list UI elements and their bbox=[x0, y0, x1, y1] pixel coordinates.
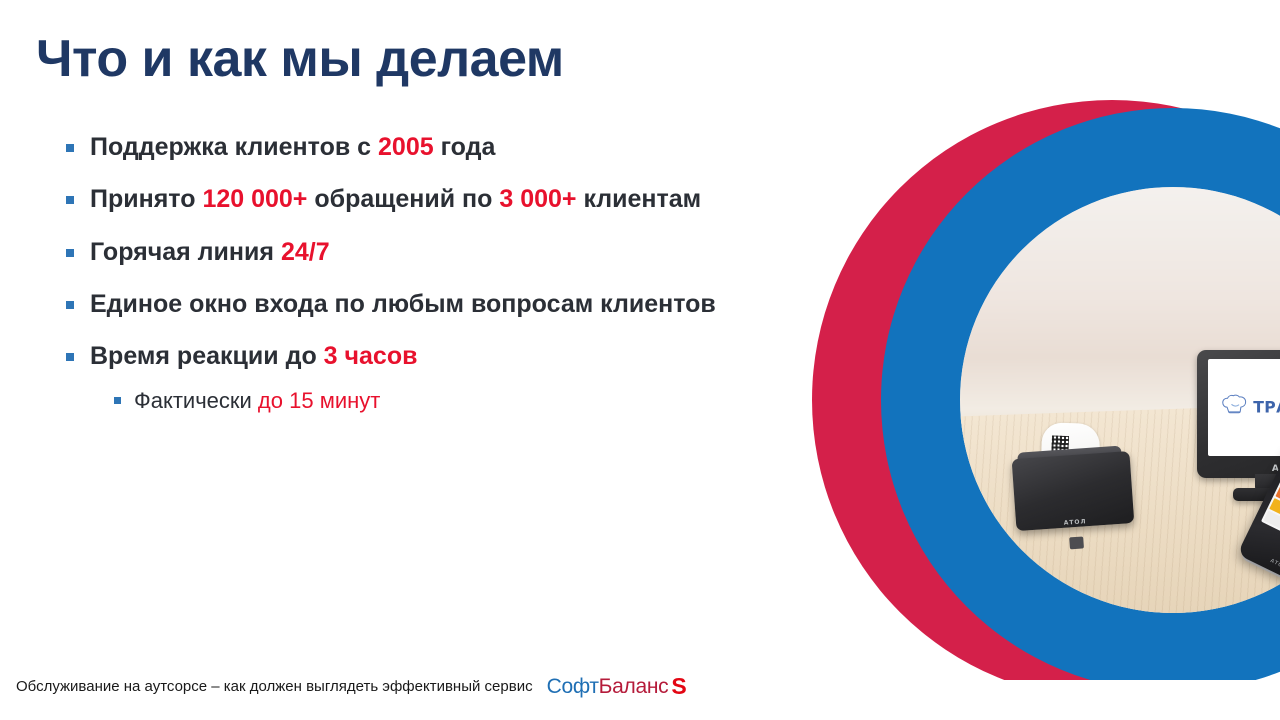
bullet-plain-text: клиентам bbox=[576, 185, 702, 214]
chef-hat-icon bbox=[1221, 394, 1246, 413]
page-title: Что и как мы делаем bbox=[36, 30, 564, 88]
pos-brand-label: АТОЛ bbox=[1271, 464, 1280, 474]
bullet-list: Поддержка клиентов с 2005 года Принято 12… bbox=[66, 132, 826, 415]
receipt-printer: АТОЛ bbox=[1009, 421, 1136, 550]
bullet-accent-text: 3 часов bbox=[323, 342, 418, 370]
bullet-item: Поддержка клиентов с 2005 года bbox=[66, 132, 826, 163]
logo-s-mark: S bbox=[671, 673, 687, 699]
bullet-item: Время реакции до 3 часов bbox=[66, 341, 826, 372]
decorative-circle-graphic: ТРАКТИРЪ® АТОЛ АТОЛ bbox=[800, 60, 1280, 680]
bullet-square-icon bbox=[66, 353, 74, 361]
bullet-accent-text: 2005 bbox=[378, 133, 434, 161]
bullet-square-icon bbox=[66, 248, 74, 257]
pos-bezel: ТРАКТИРЪ® АТОЛ bbox=[1197, 350, 1280, 478]
bullet-plain-text: Фактически bbox=[134, 388, 258, 414]
printer-latch bbox=[1069, 536, 1084, 550]
bullet-plain-text: года bbox=[433, 133, 496, 161]
bullet-plain-text: обращений по bbox=[307, 185, 500, 214]
bullet-text: Поддержка клиентов с 2005 года bbox=[90, 132, 495, 163]
pos-terminal: ТРАКТИРЪ® АТОЛ bbox=[1197, 350, 1280, 501]
bullet-plain-text: Поддержка клиентов с bbox=[90, 133, 379, 161]
bullet-item: Единое окно входа по любым вопросам клие… bbox=[66, 289, 826, 320]
bullet-accent-text: 120 000+ bbox=[202, 185, 308, 214]
logo-part-balans: Баланс bbox=[598, 674, 669, 698]
bullet-accent-text: 24/7 bbox=[280, 237, 330, 266]
sub-bullet-item: Фактически до 15 минут bbox=[114, 387, 826, 415]
bullet-text: Единое окно входа по любым вопросам клие… bbox=[90, 289, 716, 320]
traktir-logo: ТРАКТИРЪ® bbox=[1221, 394, 1280, 422]
footer-caption: Обслуживание на аутсорсе – как должен вы… bbox=[16, 678, 533, 695]
softbalance-logo: Софт Баланс S bbox=[547, 673, 687, 700]
bullet-accent-text: 3 000+ bbox=[499, 185, 577, 214]
bullet-plain-text: Единое окно входа по любым вопросам клие… bbox=[90, 289, 716, 318]
mpos-tile bbox=[1263, 510, 1280, 530]
bullet-square-icon bbox=[66, 300, 74, 309]
printer-body: АТОЛ bbox=[1011, 451, 1135, 550]
product-photo-circle: ТРАКТИРЪ® АТОЛ АТОЛ bbox=[960, 187, 1280, 613]
bullet-item: Принято 120 000+ обращений по 3 000+ кли… bbox=[66, 184, 826, 215]
bullet-square-icon bbox=[66, 144, 74, 152]
bullet-text: Горячая линия 24/7 bbox=[90, 237, 330, 268]
bullet-plain-text: Принято bbox=[90, 185, 203, 214]
bullet-item: Горячая линия 24/7 bbox=[66, 237, 826, 268]
bullet-text: Фактически до 15 минут bbox=[134, 387, 380, 415]
bullet-accent-text: до 15 минут bbox=[257, 388, 381, 414]
bullet-plain-text: Время реакции до bbox=[90, 342, 324, 370]
bullet-square-icon bbox=[114, 397, 121, 405]
bullet-text: Принято 120 000+ обращений по 3 000+ кли… bbox=[90, 184, 701, 215]
traktir-wordmark: ТРАКТИРЪ® bbox=[1252, 398, 1280, 417]
bullet-square-icon bbox=[66, 196, 74, 205]
bullet-text: Время реакции до 3 часов bbox=[90, 341, 417, 372]
pos-screen: ТРАКТИРЪ® bbox=[1208, 359, 1280, 456]
slide-footer: Обслуживание на аутсорсе – как должен вы… bbox=[16, 673, 687, 700]
logo-part-soft: Софт bbox=[546, 674, 599, 698]
bullet-plain-text: Горячая линия bbox=[90, 237, 281, 266]
